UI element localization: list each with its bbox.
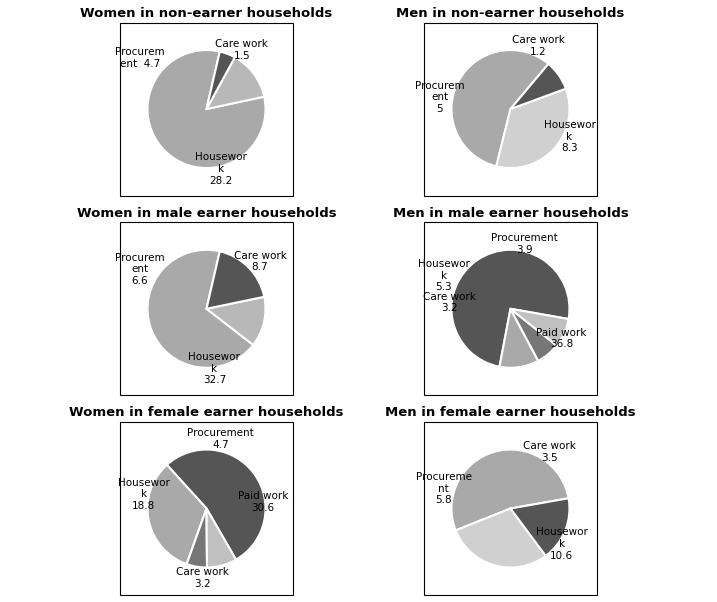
Wedge shape xyxy=(167,450,265,560)
Wedge shape xyxy=(206,251,265,309)
Text: Care work
3.2: Care work 3.2 xyxy=(423,292,475,313)
Wedge shape xyxy=(452,450,569,530)
Wedge shape xyxy=(511,64,566,109)
Text: Care work
1.5: Care work 1.5 xyxy=(216,39,268,61)
Wedge shape xyxy=(456,509,546,568)
Wedge shape xyxy=(206,297,265,345)
Text: Paid work
36.8: Paid work 36.8 xyxy=(536,328,587,350)
Wedge shape xyxy=(496,88,569,168)
Wedge shape xyxy=(206,57,264,109)
Title: Women in female earner households: Women in female earner households xyxy=(70,406,343,420)
Wedge shape xyxy=(148,465,206,564)
Wedge shape xyxy=(511,498,569,556)
Text: Procurem
ent
6.6: Procurem ent 6.6 xyxy=(115,253,164,286)
Title: Men in male earner households: Men in male earner households xyxy=(393,206,628,220)
Text: Housewor
k
10.6: Housewor k 10.6 xyxy=(536,527,587,560)
Text: Care work
3.2: Care work 3.2 xyxy=(176,567,229,589)
Text: Care work
8.7: Care work 8.7 xyxy=(234,251,287,272)
Wedge shape xyxy=(452,50,549,166)
Wedge shape xyxy=(511,309,569,346)
Text: Paid work
30.6: Paid work 30.6 xyxy=(238,491,288,513)
Text: Procurement
4.7: Procurement 4.7 xyxy=(187,429,254,450)
Title: Men in non-earner households: Men in non-earner households xyxy=(397,7,625,20)
Text: Procurem
ent  4.7: Procurem ent 4.7 xyxy=(115,47,164,69)
Wedge shape xyxy=(186,509,207,568)
Text: Care work
3.5: Care work 3.5 xyxy=(523,441,576,463)
Wedge shape xyxy=(148,50,265,168)
Wedge shape xyxy=(452,250,569,367)
Title: Men in female earner households: Men in female earner households xyxy=(385,406,636,420)
Text: Housewor
k
8.3: Housewor k 8.3 xyxy=(543,120,595,153)
Wedge shape xyxy=(500,309,538,368)
Wedge shape xyxy=(206,509,236,568)
Text: Procurem
ent
5: Procurem ent 5 xyxy=(415,81,465,114)
Title: Women in non-earner households: Women in non-earner households xyxy=(80,7,333,20)
Text: Procureme
nt
5.8: Procureme nt 5.8 xyxy=(416,472,472,506)
Text: Housewor
k
5.3: Housewor k 5.3 xyxy=(418,259,470,293)
Wedge shape xyxy=(148,250,253,368)
Text: Housewor
k
18.8: Housewor k 18.8 xyxy=(118,478,169,511)
Wedge shape xyxy=(206,52,235,109)
Text: Housewor
k
32.7: Housewor k 32.7 xyxy=(189,352,240,385)
Text: Housewor
k
28.2: Housewor k 28.2 xyxy=(195,152,247,185)
Text: Care work
1.2: Care work 1.2 xyxy=(512,36,564,57)
Text: Procurement
3.9: Procurement 3.9 xyxy=(491,234,558,255)
Wedge shape xyxy=(511,309,556,361)
Title: Women in male earner households: Women in male earner households xyxy=(77,206,336,220)
